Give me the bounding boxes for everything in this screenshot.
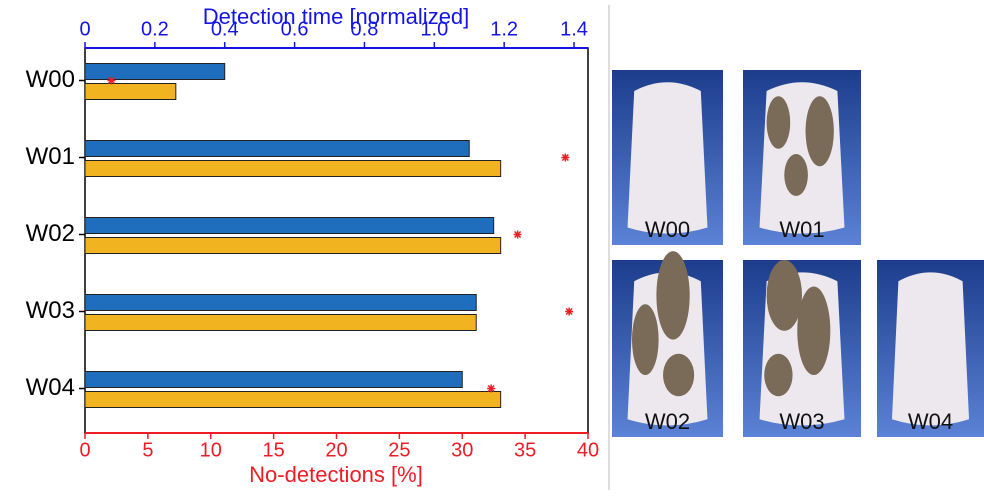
x-tick-label: 30 (451, 439, 473, 461)
star-marker (107, 77, 115, 85)
x-tick-label: 40 (577, 439, 599, 461)
bar (85, 295, 476, 311)
camo-patch (767, 96, 791, 149)
camo-patch (784, 154, 808, 196)
x-tick-label: 10 (200, 439, 222, 461)
x-tick-label: 0 (79, 439, 90, 461)
camo-patch (767, 260, 802, 331)
bar (85, 372, 462, 388)
x2-tick-label: 1.0 (420, 18, 448, 40)
x-tick-label: 5 (142, 439, 153, 461)
y-tick-label: W03 (26, 297, 75, 324)
y-tick-label: W02 (26, 220, 75, 247)
shirt (628, 82, 708, 233)
x-tick-label: 35 (514, 439, 536, 461)
bar (85, 218, 494, 234)
x-tick-label: 25 (388, 439, 410, 461)
x2-tick-label: 0.4 (211, 18, 239, 40)
camo-patch (656, 251, 689, 340)
bar (85, 238, 501, 254)
page: {"chart_data": {"type": "bar", "orientat… (0, 0, 984, 493)
photo-label: W02 (645, 409, 690, 434)
x2-tick-label: 0.6 (281, 18, 309, 40)
bar (85, 315, 476, 331)
bar (85, 84, 176, 100)
camo-patch (797, 287, 830, 376)
y-tick-label: W00 (26, 66, 75, 93)
y-tick-label: W01 (26, 143, 75, 170)
x2-tick-label: 1.2 (490, 18, 518, 40)
star-marker (565, 308, 573, 316)
star-marker (514, 231, 522, 239)
camo-patch (632, 304, 659, 375)
photo-label: W00 (645, 217, 690, 242)
x2-tick-label: 0.8 (351, 18, 379, 40)
x-tick-label: 20 (325, 439, 347, 461)
photo-label: W04 (908, 409, 953, 434)
bar (85, 141, 469, 157)
x2-tick-label: 1.4 (560, 18, 588, 40)
bar (85, 64, 225, 80)
x-axis-title: No-detections [%] (249, 462, 423, 487)
chart: Detection time [normalized] No-detection… (0, 0, 984, 493)
photo-label: W01 (779, 217, 824, 242)
camo-patch (764, 354, 792, 396)
x2-tick-label: 0 (79, 18, 90, 40)
x-tick-label: 15 (263, 439, 285, 461)
y-tick-label: W04 (26, 374, 75, 401)
photo-label: W03 (779, 409, 824, 434)
star-marker (561, 154, 569, 162)
bar (85, 161, 501, 177)
camo-patch (663, 354, 694, 396)
camo-patch (806, 96, 834, 166)
x2-tick-label: 0.2 (141, 18, 169, 40)
shirt (892, 272, 969, 425)
bar (85, 392, 501, 408)
star-marker (487, 385, 495, 393)
